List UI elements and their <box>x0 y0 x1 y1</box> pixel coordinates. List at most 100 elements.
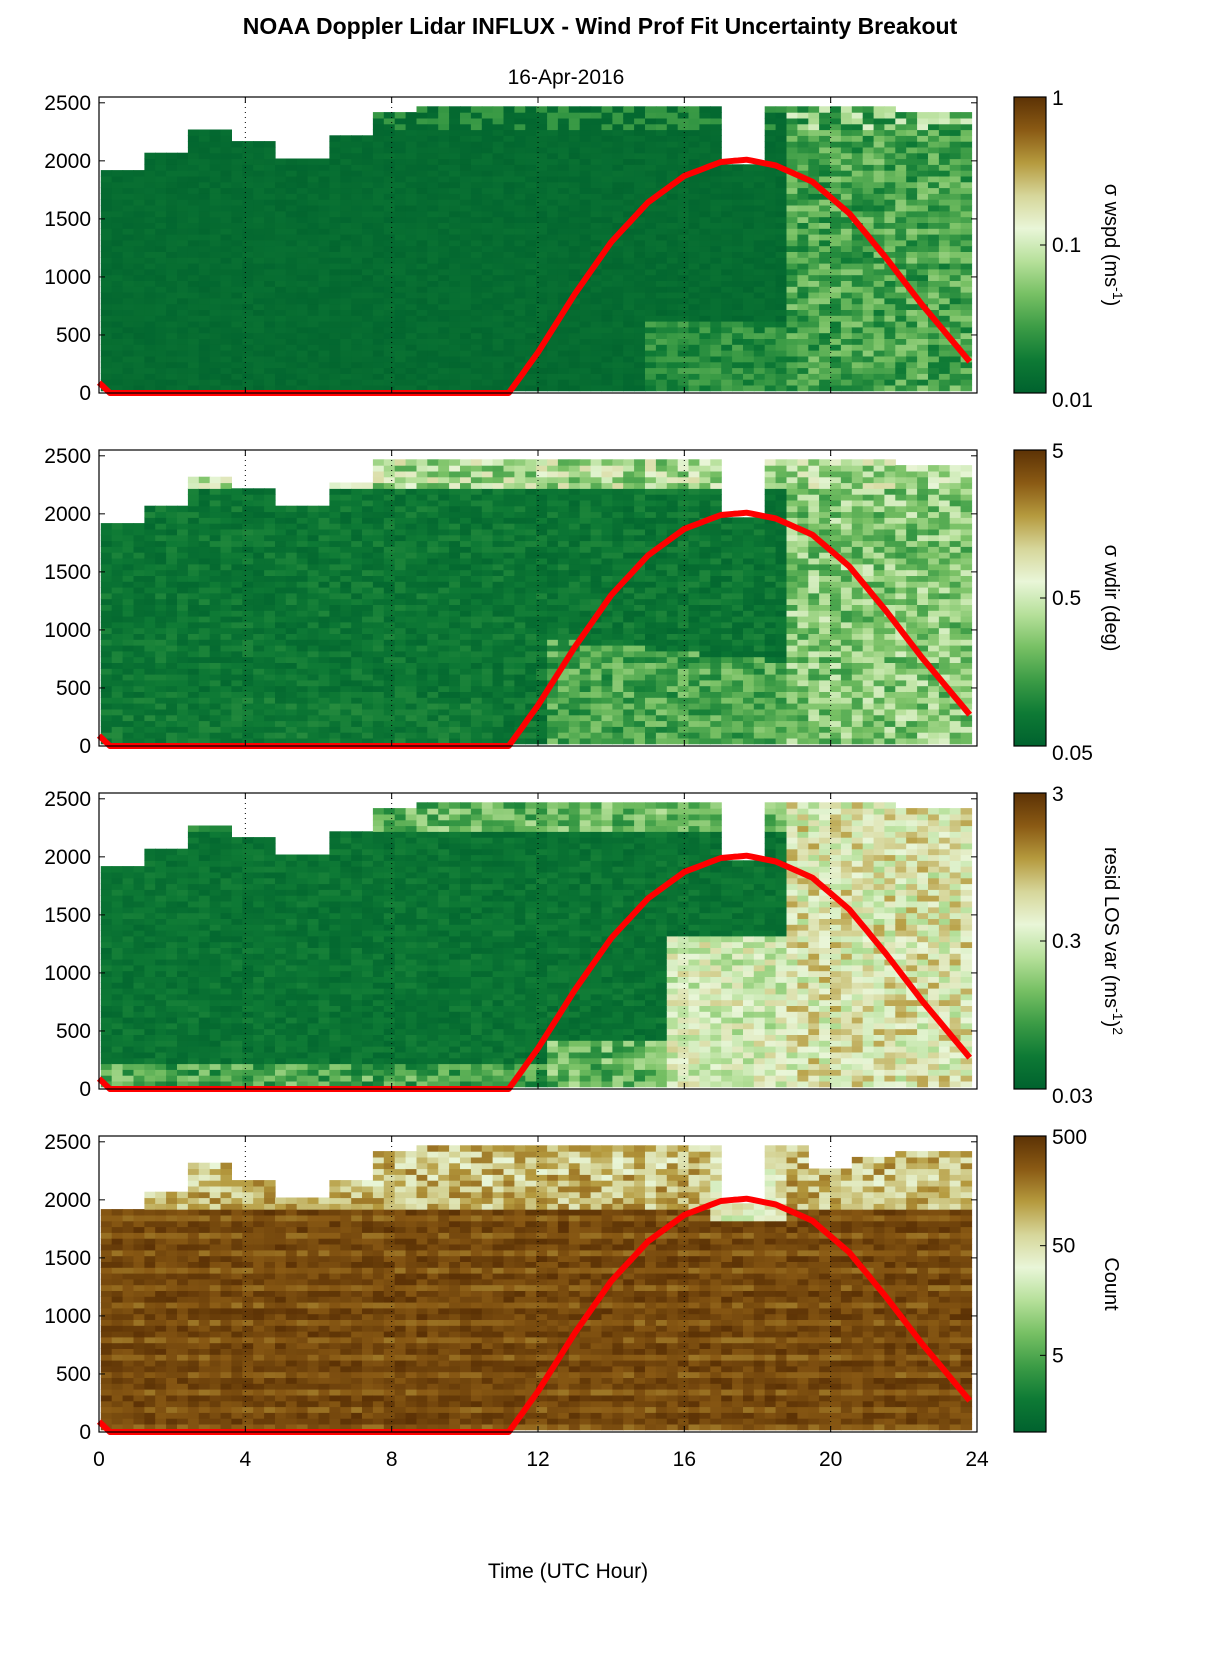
heatmap-cell <box>634 234 646 241</box>
heatmap-cell <box>481 193 494 200</box>
heatmap-cell <box>873 350 886 357</box>
heatmap-cell <box>645 106 657 113</box>
heatmap-cell <box>329 662 341 669</box>
heatmap-cell <box>492 338 505 345</box>
heatmap-cell <box>830 321 842 328</box>
heatmap-cell <box>503 332 515 339</box>
heatmap-cell <box>155 199 167 206</box>
heatmap-cell <box>100 528 113 536</box>
heatmap-cell <box>383 708 396 716</box>
heatmap-cell <box>307 714 320 722</box>
heatmap-cell <box>579 222 592 229</box>
heatmap-cell <box>351 563 363 571</box>
heatmap-cell <box>264 575 276 582</box>
heatmap-cell <box>688 350 700 357</box>
heatmap-cell <box>536 297 548 305</box>
heatmap-cell <box>383 379 396 386</box>
heatmap-cell <box>601 379 613 386</box>
heatmap-cell <box>296 239 309 247</box>
heatmap-cell <box>231 610 243 617</box>
heatmap-cell <box>187 205 200 212</box>
heatmap-cell <box>242 668 254 675</box>
heatmap-cell <box>307 379 320 386</box>
heatmap-cell <box>253 587 265 594</box>
heatmap-cell <box>122 367 135 374</box>
heatmap-cell <box>166 546 178 553</box>
heatmap-cell <box>732 292 744 299</box>
heatmap-cell <box>797 257 809 264</box>
heatmap-cell <box>481 309 494 316</box>
heatmap-cell <box>840 355 853 363</box>
heatmap-cell <box>198 309 211 316</box>
heatmap-cell <box>264 662 276 669</box>
heatmap-cell <box>732 170 744 177</box>
heatmap-cell <box>949 315 962 322</box>
heatmap-cell <box>394 361 407 369</box>
heatmap-cell <box>362 540 374 547</box>
heatmap-cell <box>100 367 113 374</box>
heatmap-cell <box>743 309 755 316</box>
heatmap-cell <box>764 367 777 374</box>
heatmap-cell <box>960 367 973 374</box>
heatmap-cell <box>329 361 341 369</box>
heatmap-cell <box>623 129 635 136</box>
heatmap-cell <box>329 639 341 646</box>
heatmap-cell <box>873 280 886 287</box>
heatmap-cell <box>786 297 798 305</box>
heatmap-cell <box>318 575 330 582</box>
heatmap-cell <box>155 592 167 600</box>
heatmap-cell <box>307 338 320 345</box>
heatmap-cell <box>394 616 407 623</box>
heatmap-cell <box>198 384 211 392</box>
heatmap-cell <box>231 292 243 299</box>
heatmap-cell <box>819 379 831 386</box>
heatmap-cell <box>231 379 243 386</box>
heatmap-cell <box>655 222 668 229</box>
heatmap-cell <box>666 338 679 345</box>
heatmap-cell <box>808 303 820 310</box>
heatmap-cell <box>111 621 124 629</box>
heatmap-cell <box>873 181 886 189</box>
heatmap-cell <box>449 355 461 363</box>
heatmap-cell <box>329 697 341 704</box>
heatmap-cell <box>296 650 309 658</box>
heatmap-cell <box>253 674 265 681</box>
heatmap-cell <box>198 674 211 681</box>
heatmap-cell <box>405 344 418 351</box>
heatmap-cell <box>372 251 385 258</box>
heatmap-cell <box>579 263 592 270</box>
heatmap-cell <box>775 187 788 194</box>
heatmap-cell <box>536 158 548 165</box>
heatmap-cell <box>666 187 679 194</box>
heatmap-cell <box>557 199 570 206</box>
heatmap-cell <box>177 245 189 252</box>
heatmap-cell <box>949 199 962 206</box>
heatmap-cell <box>198 505 211 513</box>
heatmap-cell <box>351 575 363 582</box>
heatmap-cell <box>666 263 679 270</box>
heatmap-cell <box>351 494 363 501</box>
heatmap-cell <box>231 697 243 704</box>
heatmap-cell <box>275 234 287 241</box>
heatmap-cell <box>917 245 929 252</box>
heatmap-cell <box>645 205 657 212</box>
heatmap-cell <box>764 326 777 334</box>
heatmap-cell <box>144 650 156 658</box>
heatmap-cell <box>536 239 548 247</box>
heatmap-cell <box>677 123 690 131</box>
heatmap-cell <box>405 633 418 640</box>
heatmap-cell <box>677 321 690 328</box>
heatmap-cell <box>144 714 156 722</box>
heatmap-cell <box>764 146 777 154</box>
heatmap-cell <box>166 205 178 212</box>
heatmap-cell <box>710 350 722 357</box>
heatmap-cell <box>187 650 200 658</box>
heatmap-cell <box>100 361 113 369</box>
heatmap-cell <box>688 146 700 154</box>
heatmap-cell <box>840 251 853 258</box>
heatmap-cell <box>655 117 668 125</box>
heatmap-cell <box>155 656 167 663</box>
heatmap-cell <box>655 181 668 189</box>
heatmap-cell <box>198 737 211 745</box>
heatmap-cell <box>220 367 232 374</box>
